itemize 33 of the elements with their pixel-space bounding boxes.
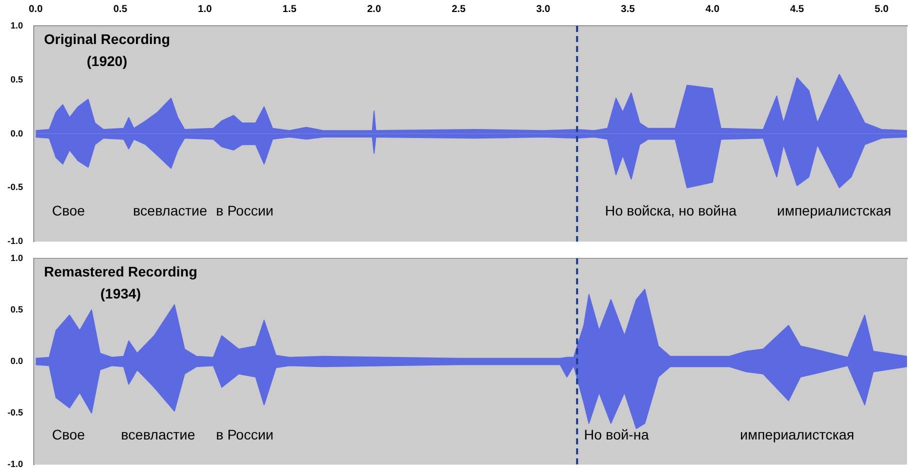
annotation: в России bbox=[216, 202, 274, 218]
annotation: империалистская bbox=[777, 202, 892, 218]
annotation: Но войска, но война bbox=[605, 202, 737, 218]
x-tick-label: 1.5 bbox=[282, 4, 297, 15]
x-tick-label: 5.0 bbox=[874, 4, 890, 15]
text: Remastered Recording (1934) bbox=[44, 263, 198, 302]
text: Original Recording (1920) bbox=[44, 30, 170, 69]
y-tick-label: 1.0 bbox=[10, 252, 23, 263]
x-tick-label: 1.0 bbox=[198, 4, 212, 15]
y-tick-label: -1.0 bbox=[7, 236, 23, 246]
x-tick-label: 2.5 bbox=[452, 4, 466, 15]
x-tick-label: 2.0 bbox=[367, 4, 382, 15]
annotation: всевластие bbox=[133, 202, 208, 218]
x-tick-label: 0.5 bbox=[113, 4, 128, 15]
y-tick-label: 0.5 bbox=[10, 304, 23, 314]
y-tick-label: -0.5 bbox=[7, 182, 23, 192]
y-tick-label: 0.5 bbox=[10, 74, 23, 84]
y-tick-label: 1.0 bbox=[10, 20, 23, 30]
x-tick-label: 3.5 bbox=[620, 4, 636, 15]
annotation: Свое bbox=[52, 202, 86, 218]
x-tick-label: 0.0 bbox=[28, 4, 44, 15]
y-tick-label: -0.5 bbox=[7, 408, 23, 418]
x-tick-label: 4.0 bbox=[705, 4, 720, 15]
annotation: в России bbox=[216, 426, 274, 443]
annotation: Но вой-на bbox=[584, 426, 650, 443]
y-tick-label: 0.0 bbox=[10, 128, 23, 138]
annotation: всевластие bbox=[121, 426, 196, 443]
x-tick-label: 4.5 bbox=[790, 4, 804, 15]
annotation: империалистская bbox=[740, 426, 854, 443]
annotation: Свое bbox=[52, 426, 86, 443]
y-tick-label: 0.0 bbox=[10, 356, 23, 366]
y-tick-label: -1.0 bbox=[7, 459, 23, 470]
x-tick-label: 3.0 bbox=[536, 4, 551, 15]
